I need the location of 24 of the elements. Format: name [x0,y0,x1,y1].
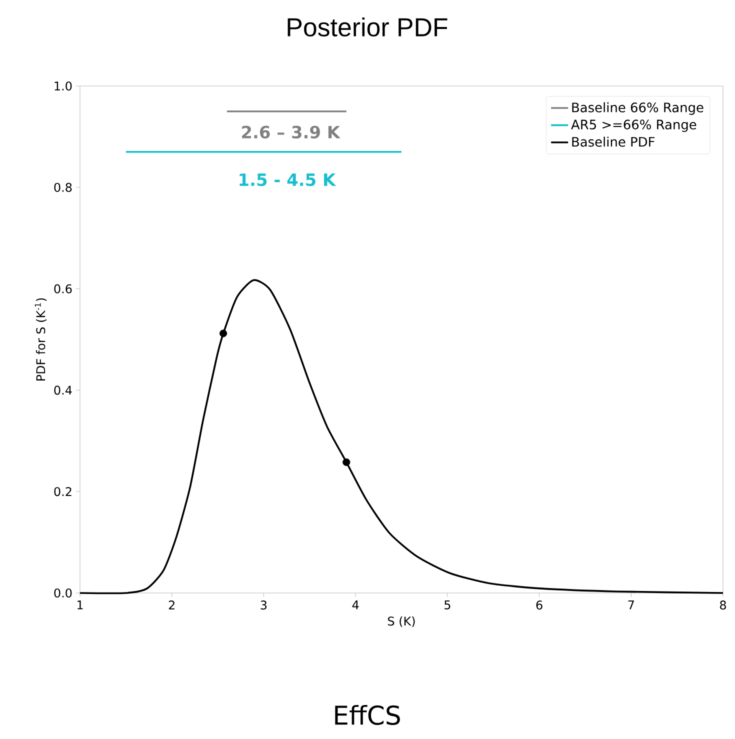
x-tick-label: 5 [444,600,450,610]
x-tick-label: 3 [260,600,267,610]
annotation: 1.5 - 4.5 K [240,174,336,186]
annotation: 2.6 – 3.9 K [242,126,341,139]
y-tick-label: 1.0 [54,81,72,91]
legend-label: Baseline PDF [572,136,654,147]
x-axis-title: S (K) [388,616,415,628]
y-tick-label: 0.0 [54,588,72,598]
x-tick-label: 1 [78,600,83,610]
y-tick-label: 0.4 [54,386,72,395]
x-tick-label: 2 [168,600,174,610]
x-tick-label: 8 [720,600,726,610]
x-tick-label: 4 [352,600,359,610]
legend-label: AR5 >=66% Range [571,120,696,132]
y-tick-label: 0.2 [54,487,72,496]
x-tick-label: 7 [628,600,634,610]
y-axis-title: PDF for S (K$^{-1}$) [34,298,47,380]
chart-title: Posterior PDF [288,17,448,36]
line-series [79,279,724,594]
legend-label: Baseline 66% Range [572,102,704,115]
y-tick-label: 0.8 [54,182,72,192]
text: EffCS [335,704,400,726]
x-tick-label: 6 [536,600,542,610]
y-tick-label: 0.6 [54,284,72,294]
